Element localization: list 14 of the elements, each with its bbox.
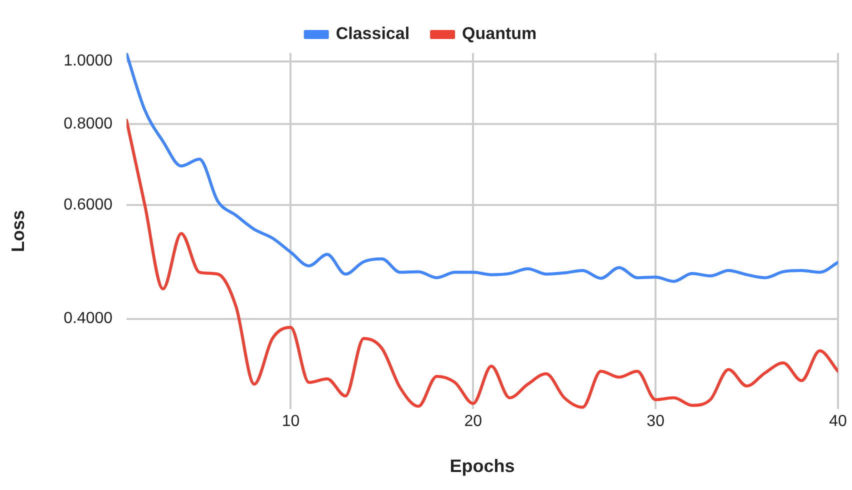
y-tick-label: 1.0000: [64, 52, 113, 70]
y-tick-label: 0.4000: [64, 310, 113, 328]
x-tick-label: 10: [282, 413, 300, 430]
x-tick-label: 30: [646, 413, 665, 430]
y-tick-label: 0.6000: [64, 196, 113, 214]
line-series: [126, 118, 838, 409]
line-series: [126, 53, 838, 283]
x-tick-label: 40: [829, 413, 847, 430]
y-axis-title: Loss: [8, 210, 28, 252]
legend-label: Quantum: [462, 24, 537, 44]
legend-label: Classical: [336, 24, 410, 44]
x-tick-label: 20: [464, 413, 482, 430]
x-axis-title: Epochs: [450, 456, 515, 476]
y-tick-label: 0.8000: [64, 115, 113, 132]
